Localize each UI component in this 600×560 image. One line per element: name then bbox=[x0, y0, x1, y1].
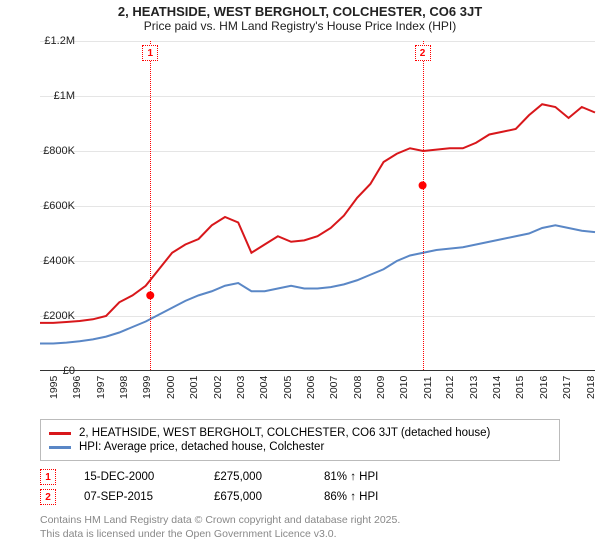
x-axis-label: 2003 bbox=[235, 376, 247, 399]
x-axis-label: 1999 bbox=[141, 376, 153, 399]
legend-item: HPI: Average price, detached house, Colc… bbox=[49, 441, 551, 453]
event-line-1 bbox=[150, 41, 151, 370]
x-axis-label: 2011 bbox=[422, 376, 434, 399]
x-axis-label: 2012 bbox=[444, 376, 456, 399]
marker-date: 15-DEC-2000 bbox=[84, 471, 214, 483]
marker-row: 1 15-DEC-2000£275,00081% ↑ HPI bbox=[40, 469, 560, 485]
x-axis-label: 1996 bbox=[71, 376, 83, 399]
x-axis-label: 2006 bbox=[305, 376, 317, 399]
x-axis-label: 2018 bbox=[585, 376, 597, 399]
marker-price: £275,000 bbox=[214, 471, 324, 483]
x-axis-label: 2000 bbox=[165, 376, 177, 399]
x-axis-label: 2014 bbox=[491, 376, 503, 399]
x-axis-label: 2004 bbox=[258, 376, 270, 399]
x-axis-label: 2005 bbox=[282, 376, 294, 399]
x-axis-label: 2008 bbox=[352, 376, 364, 399]
marker-table: 1 15-DEC-2000£275,00081% ↑ HPI 2 07-SEP-201… bbox=[40, 469, 560, 505]
series-line-hpi bbox=[40, 225, 595, 343]
x-axis-label: 2017 bbox=[561, 376, 573, 399]
legend-text: 2, HEATHSIDE, WEST BERGHOLT, COLCHESTER,… bbox=[79, 427, 490, 439]
legend-swatch bbox=[49, 432, 71, 435]
event-flag-2: 2 bbox=[415, 45, 431, 61]
marker-hpi: 81% ↑ HPI bbox=[324, 471, 434, 483]
x-axis-label: 1998 bbox=[118, 376, 130, 399]
marker-price: £675,000 bbox=[214, 491, 324, 503]
x-axis-label: 2009 bbox=[375, 376, 387, 399]
chart-legend: 2, HEATHSIDE, WEST BERGHOLT, COLCHESTER,… bbox=[40, 419, 560, 461]
x-axis-label: 2015 bbox=[514, 376, 526, 399]
x-axis-label: 2016 bbox=[538, 376, 550, 399]
footer-line1: Contains HM Land Registry data © Crown c… bbox=[40, 513, 560, 527]
marker-num-box: 2 bbox=[40, 489, 56, 505]
series-line-property bbox=[40, 104, 595, 323]
legend-text: HPI: Average price, detached house, Colc… bbox=[79, 441, 324, 453]
marker-num-box: 1 bbox=[40, 469, 56, 485]
footer-attribution: Contains HM Land Registry data © Crown c… bbox=[40, 513, 560, 541]
chart-title-line2: Price paid vs. HM Land Registry's House … bbox=[0, 19, 600, 37]
marker-date: 07-SEP-2015 bbox=[84, 491, 214, 503]
x-axis-label: 2013 bbox=[468, 376, 480, 399]
chart-lines-svg bbox=[40, 41, 595, 371]
chart-xlabels: 1995199619971998199920002001200220032004… bbox=[40, 371, 595, 383]
footer-line2: This data is licensed under the Open Gov… bbox=[40, 527, 560, 541]
chart-title-line1: 2, HEATHSIDE, WEST BERGHOLT, COLCHESTER,… bbox=[0, 0, 600, 19]
event-flag-1: 1 bbox=[142, 45, 158, 61]
x-axis-label: 2002 bbox=[212, 376, 224, 399]
chart-plot-area: £0£200K£400K£600K£800K£1M£1.2M 12 bbox=[40, 41, 595, 371]
x-axis-label: 2010 bbox=[398, 376, 410, 399]
x-axis-label: 2001 bbox=[188, 376, 200, 399]
legend-item: 2, HEATHSIDE, WEST BERGHOLT, COLCHESTER,… bbox=[49, 427, 551, 439]
x-axis-label: 1997 bbox=[95, 376, 107, 399]
marker-hpi: 86% ↑ HPI bbox=[324, 491, 434, 503]
x-axis-label: 2007 bbox=[328, 376, 340, 399]
event-line-2 bbox=[423, 41, 424, 370]
legend-swatch bbox=[49, 446, 71, 449]
x-axis-label: 1995 bbox=[48, 376, 60, 399]
marker-row: 2 07-SEP-2015£675,00086% ↑ HPI bbox=[40, 489, 560, 505]
